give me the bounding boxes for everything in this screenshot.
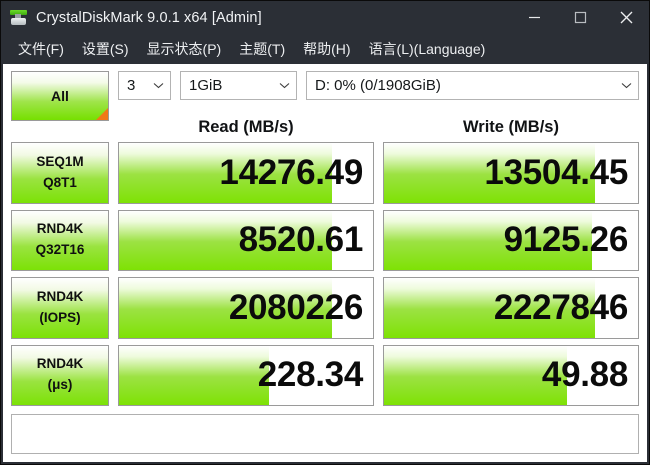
chevron-down-icon <box>621 82 632 89</box>
close-icon[interactable] <box>603 1 649 34</box>
result-rows: SEQ1M Q8T1 14276.49 13504.45 RND4K Q32T1… <box>11 139 639 409</box>
menu-item-display-state[interactable]: 显示状态(P) <box>146 41 222 57</box>
read-score-fill <box>119 345 269 405</box>
test-label-line2: (μs) <box>47 377 73 393</box>
read-score-value: 228.34 <box>257 355 364 395</box>
test-button-seq1m-q8t1[interactable]: SEQ1M Q8T1 <box>11 142 109 204</box>
drive-select[interactable]: D: 0% (0/1908GiB) <box>306 71 639 100</box>
read-score-value: 2080226 <box>228 287 363 327</box>
header-read: Read (MB/s) <box>198 117 294 136</box>
run-all-label: All <box>51 88 69 104</box>
menu-item-theme[interactable]: 主题(T) <box>239 41 286 57</box>
read-score-cell: 8520.61 <box>118 209 374 271</box>
read-score-value: 8520.61 <box>238 220 364 260</box>
test-size-select[interactable]: 1GiB <box>180 71 297 100</box>
minimize-icon[interactable] <box>511 1 557 34</box>
read-score-cell: 228.34 <box>118 344 374 406</box>
menu-item-file[interactable]: 文件(F) <box>18 41 64 57</box>
menu-bar: 文件(F) 设置(S) 显示状态(P) 主题(T) 帮助(H) 语言(L)(La… <box>1 34 649 64</box>
write-score-fill <box>384 345 567 405</box>
test-label-line1: RND4K <box>36 356 84 372</box>
write-score-fill <box>384 143 595 203</box>
run-all-button[interactable]: All <box>11 71 109 121</box>
write-score-value: 13504.45 <box>484 152 628 192</box>
chevron-down-icon <box>279 82 290 89</box>
test-label-line1: RND4K <box>36 221 84 237</box>
menu-item-help[interactable]: 帮助(H) <box>303 41 351 57</box>
write-score-value: 9125.26 <box>503 220 629 260</box>
maximize-icon[interactable] <box>557 1 603 34</box>
write-score-fill <box>384 278 595 338</box>
read-score-fill <box>119 278 333 338</box>
drive-value: D: 0% (0/1908GiB) <box>315 77 441 94</box>
table-row: RND4K (μs) 228.34 49.88 <box>11 342 639 410</box>
test-label-line2: (IOPS) <box>39 309 81 325</box>
chevron-down-icon <box>153 82 164 89</box>
test-label-line2: Q8T1 <box>43 174 77 190</box>
column-headers: Read (MB/s) Write (MB/s) <box>11 115 639 139</box>
read-score-value: 14276.49 <box>219 152 363 192</box>
write-score-cell: 13504.45 <box>383 142 639 204</box>
test-count-value: 3 <box>127 77 136 94</box>
read-score-cell: 2080226 <box>118 277 374 339</box>
header-write: Write (MB/s) <box>463 117 559 136</box>
menu-item-language[interactable]: 语言(L)(Language) <box>368 41 486 57</box>
read-score-fill <box>119 143 333 203</box>
write-score-cell: 2227846 <box>383 277 639 339</box>
test-size-value: 1GiB <box>189 77 223 94</box>
toolbar: All 3 1GiB D: 0% (0/1908GiB) <box>11 71 639 121</box>
menu-item-settings[interactable]: 设置(S) <box>81 41 129 57</box>
test-button-rnd4k-us[interactable]: RND4K (μs) <box>11 344 109 406</box>
test-count-select[interactable]: 3 <box>118 71 171 100</box>
test-label-line1: SEQ1M <box>36 153 84 169</box>
read-score-cell: 14276.49 <box>118 142 374 204</box>
client-area: All 3 1GiB D: 0% (0/1908GiB) <box>3 64 647 462</box>
read-score-fill <box>119 210 333 270</box>
write-score-value: 49.88 <box>541 355 628 395</box>
title-bar: CrystalDiskMark 9.0.1 x64 [Admin] <box>1 1 649 34</box>
crystaldiskmark-icon <box>10 9 27 26</box>
table-row: RND4K (IOPS) 2080226 2227846 <box>11 274 639 342</box>
table-row: RND4K Q32T16 8520.61 9125.26 <box>11 207 639 275</box>
window-title: CrystalDiskMark 9.0.1 x64 [Admin] <box>36 9 262 26</box>
window-controls <box>511 1 649 34</box>
write-score-value: 2227846 <box>493 287 628 327</box>
write-score-cell: 49.88 <box>383 344 639 406</box>
write-score-cell: 9125.26 <box>383 209 639 271</box>
comment-bar[interactable] <box>11 414 639 454</box>
table-row: SEQ1M Q8T1 14276.49 13504.45 <box>11 139 639 207</box>
test-label-line1: RND4K <box>36 288 84 304</box>
corner-marker-icon <box>96 108 108 120</box>
test-button-rnd4k-q32t16[interactable]: RND4K Q32T16 <box>11 209 109 271</box>
write-score-fill <box>384 210 593 270</box>
test-button-rnd4k-iops[interactable]: RND4K (IOPS) <box>11 277 109 339</box>
test-label-line2: Q32T16 <box>35 242 85 258</box>
